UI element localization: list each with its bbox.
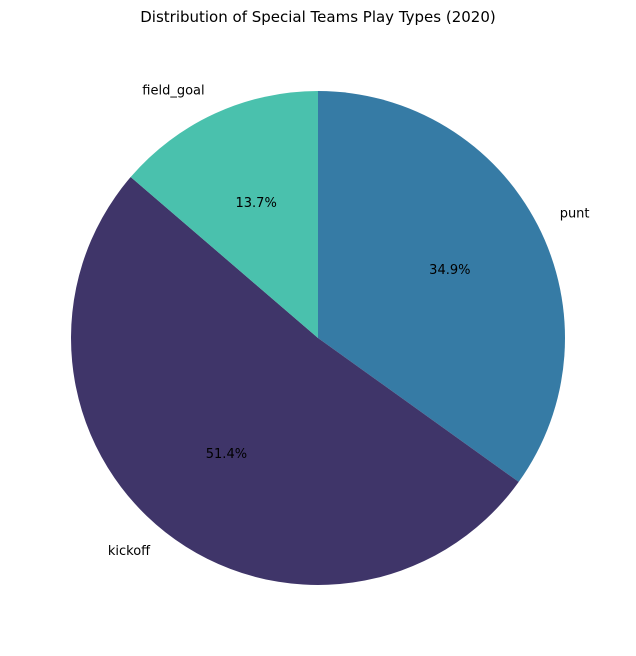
chart-title: Distribution of Special Teams Play Types… bbox=[140, 8, 496, 26]
pie-slices bbox=[71, 91, 566, 585]
slice-percent-punt: 34.9% bbox=[429, 263, 470, 278]
pie-slice-kickoff bbox=[71, 176, 519, 585]
pie-labels: punt 34.9% kickoff 51.4% field_goal 13.7% bbox=[108, 84, 590, 560]
slice-label-field-goal: field_goal bbox=[142, 84, 204, 99]
pie-slice-punt bbox=[318, 91, 566, 482]
slice-percent-kickoff: 51.4% bbox=[206, 447, 247, 462]
slice-percent-field-goal: 13.7% bbox=[236, 196, 277, 211]
slice-label-punt: punt bbox=[560, 206, 590, 221]
pie-slice-field-goal bbox=[130, 91, 318, 338]
slice-label-kickoff: kickoff bbox=[108, 544, 151, 559]
